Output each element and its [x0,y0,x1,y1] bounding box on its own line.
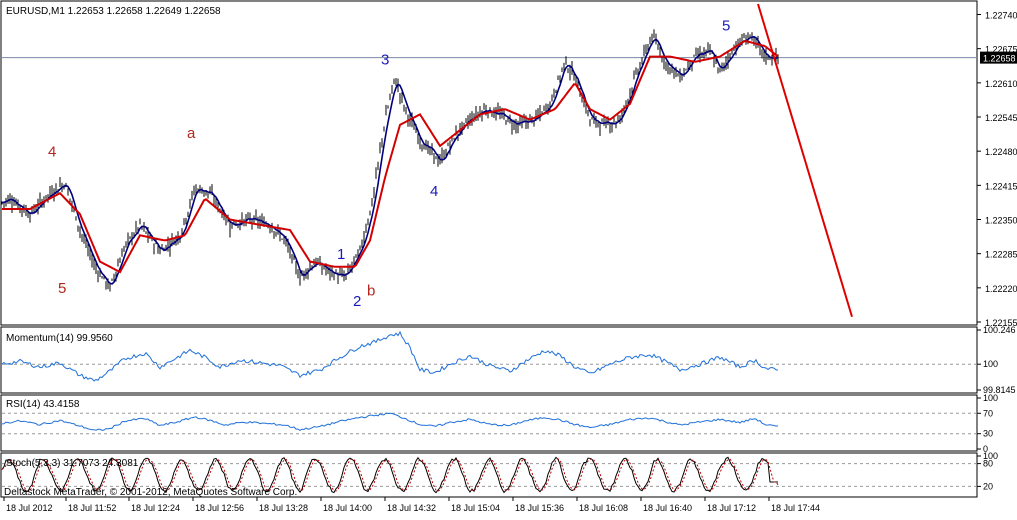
x-tick-label: 18 Jul 13:28 [259,503,308,513]
wave-label: 4 [430,183,438,200]
momentum-label: Momentum(14) 99.9560 [6,333,113,344]
x-tick-label: 18 Jul 11:52 [68,503,116,513]
momentum-pane-frame [0,326,978,394]
indicator-tick-label: 100 [983,359,998,369]
rsi-pane-frame [0,394,978,452]
price-pane-frame [0,0,978,326]
price-tick-label: 1.22220 [985,284,1017,294]
price-tick-label: 1.22350 [985,216,1017,226]
price-tick-label: 1.22285 [985,250,1017,260]
current-price-box [980,51,1017,64]
x-tick-label: 18 Jul 15:04 [451,503,500,513]
x-tick-label: 18 Jul 2012 [6,503,53,513]
indicator-tick-label: 70 [983,408,993,418]
rsi-pane: 100 70 30 0 [1,393,998,454]
x-tick-label: 18 Jul 14:32 [387,503,436,513]
x-tick-label: 18 Jul 12:24 [131,503,180,513]
price-tick-label: 1.22480 [985,147,1017,157]
wave-label: 2 [353,293,361,310]
x-tick-label: 18 Jul 16:40 [643,503,692,513]
wave-label: 4 [48,143,56,160]
red-trendline [757,3,853,318]
indicator-tick-label: 100 [983,393,998,403]
indicator-tick-label: 30 [983,429,993,439]
indicator-tick-label: 100 [983,451,998,461]
stoch-label: Stoch(5,3,3) 31.7073 24.3081 [6,458,139,469]
price-tick-label: 1.22545 [985,113,1017,123]
indicator-tick-label: 0 [983,444,988,454]
wave-label: 5 [722,17,730,34]
price-y-axis: 1.22740 1.22675 1.22610 1.22545 1.22480 1.224… [1,11,1017,328]
x-axis: 18 Jul 2012 18 Jul 11:52 18 Jul 12:24 18 Ju… [3,497,820,513]
x-tick-label: 18 Jul 17:12 [707,503,756,513]
slow-ma-line [2,40,779,274]
price-moving-averages [1,35,779,285]
stoch-main-line [1,456,778,494]
momentum-line [1,330,779,382]
indicator-tick-label: 80 [983,459,993,469]
price-annotations: 4 5 a b 1 2 3 4 5 [48,3,853,318]
price-tick-label: 1.22740 [985,11,1017,21]
copyright-watermark: Deltastock MetaTrader, © 2001-2012, Meta… [4,487,297,498]
wave-label: b [367,283,375,300]
wave-label: 1 [337,246,345,263]
indicator-tick-label: 100.246 [983,325,1016,335]
x-tick-label: 18 Jul 12:56 [195,503,244,513]
price-tick-label: 1.22675 [985,45,1017,55]
symbol-info-label: EURUSD,M1 1.22653 1.22658 1.22649 1.2265… [6,6,221,17]
indicator-tick-label: 99.8145 [983,385,1016,395]
wave-label: 5 [58,280,66,297]
rsi-line [1,412,779,431]
x-tick-label: 18 Jul 14:00 [323,503,372,513]
momentum-pane: 100.246 100 99.8145 [1,325,1016,395]
x-tick-label: 18 Jul 16:08 [579,503,628,513]
current-price-label: 1.22658 [983,54,1016,64]
rsi-label: RSI(14) 43.4158 [6,399,80,410]
stoch-pane-frame [0,452,978,498]
indicator-tick-label: 20 [983,481,993,491]
x-tick-label: 18 Jul 17:44 [771,503,820,513]
price-tick-label: 1.22415 [985,181,1017,191]
fast-ma-line [1,35,779,285]
wave-label: 3 [381,51,389,68]
x-tick-label: 18 Jul 15:36 [515,503,564,513]
price-tick-label: 1.22610 [985,79,1017,89]
price-tick-label: 1.22155 [985,318,1017,328]
wave-label: a [187,125,196,142]
